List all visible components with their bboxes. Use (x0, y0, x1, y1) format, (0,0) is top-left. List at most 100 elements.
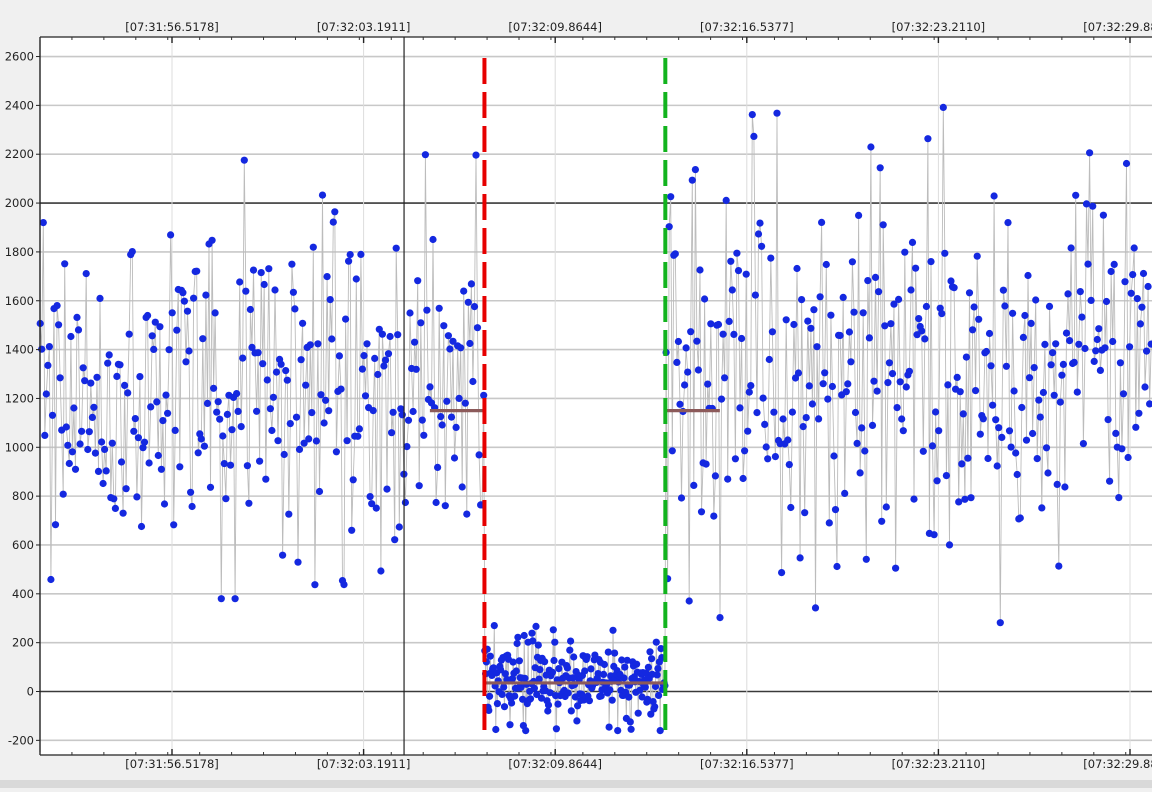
data-point (1079, 440, 1087, 448)
data-point (600, 660, 609, 669)
data-point (45, 343, 54, 351)
data-point (360, 352, 368, 360)
data-point (237, 423, 245, 431)
data-point (902, 383, 910, 391)
axes: -200 0 200 400 600 800 1000 1200 1400 1600 1800 200… (5, 20, 1152, 771)
data-point (1084, 260, 1092, 268)
data-point (153, 398, 161, 406)
data-point (928, 442, 937, 450)
data-point (684, 368, 692, 376)
data-point (761, 420, 769, 428)
data-point (305, 435, 313, 443)
data-point (973, 252, 981, 260)
data-point (933, 477, 941, 485)
data-point (253, 407, 261, 415)
data-point (927, 258, 935, 266)
data-point (452, 423, 460, 431)
data-point (377, 567, 385, 575)
data-point (1055, 562, 1063, 570)
data-point (463, 510, 471, 518)
data-point (841, 489, 849, 497)
data-point (460, 287, 468, 295)
x-tick-label-top: [07:32:03.1911] (317, 20, 411, 34)
data-point (875, 288, 883, 296)
data-point (78, 427, 86, 435)
data-point (594, 670, 602, 678)
data-point (325, 407, 333, 415)
data-point (245, 499, 253, 507)
data-point (521, 674, 529, 682)
data-point (331, 208, 339, 216)
data-point (867, 143, 875, 151)
data-point (644, 695, 652, 704)
data-point (346, 251, 354, 259)
data-point (967, 494, 975, 502)
data-point (990, 192, 998, 200)
data-point (1009, 309, 1017, 317)
data-point (438, 421, 446, 429)
data-point (242, 287, 250, 295)
data-point (312, 437, 320, 445)
data-point (144, 311, 152, 320)
data-point (807, 324, 815, 332)
data-point (1058, 371, 1066, 379)
data-point (555, 665, 563, 673)
data-point (936, 304, 944, 312)
data-point (420, 431, 428, 439)
data-point (246, 305, 254, 314)
x-tick-label-top: [07:31:56.5178] (125, 20, 219, 34)
data-point (537, 694, 546, 702)
data-point (623, 656, 631, 664)
data-point (987, 362, 995, 370)
data-point (320, 419, 328, 427)
data-point (485, 706, 493, 715)
data-point (272, 368, 281, 376)
data-point (818, 218, 826, 226)
data-point (959, 410, 967, 418)
data-point (924, 135, 932, 143)
data-point (606, 686, 614, 694)
data-point (1090, 357, 1098, 365)
data-point (61, 260, 69, 268)
data-point (348, 526, 356, 534)
data-point (842, 388, 850, 396)
data-point (268, 426, 276, 435)
data-point (785, 461, 793, 469)
data-point (1073, 388, 1081, 396)
data-point (566, 646, 574, 654)
data-point (1141, 383, 1149, 391)
data-point (380, 362, 388, 370)
data-point (68, 448, 76, 456)
data-point (668, 447, 676, 455)
data-point (440, 322, 448, 330)
data-point (121, 381, 129, 389)
data-point (964, 454, 972, 462)
data-point (947, 277, 955, 285)
data-point (133, 493, 141, 501)
data-point (714, 320, 723, 329)
data-point (821, 369, 829, 377)
data-point (94, 467, 103, 475)
data-point (125, 330, 133, 338)
data-point (401, 498, 409, 507)
data-point (171, 426, 179, 434)
plot-area[interactable] (40, 37, 1152, 755)
data-point (406, 309, 414, 317)
data-point (965, 289, 974, 297)
data-point (544, 701, 553, 709)
data-point (1143, 347, 1151, 355)
data-point (165, 346, 173, 354)
data-point (549, 626, 557, 634)
data-point (414, 277, 422, 285)
data-point (1132, 423, 1140, 431)
data-point (395, 523, 403, 531)
data-point (64, 441, 72, 449)
data-point (583, 653, 591, 661)
data-point (206, 483, 215, 491)
data-point (361, 392, 370, 400)
y-tick-label: -200 (8, 733, 34, 747)
data-point (1064, 290, 1072, 298)
data-point (921, 335, 929, 343)
data-point (719, 330, 727, 338)
